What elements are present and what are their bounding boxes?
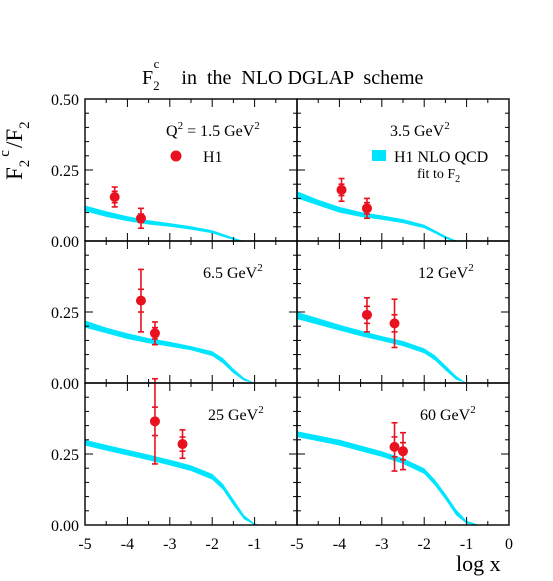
- panel-2: [296, 98, 510, 242]
- y-tick-label: 0.50: [51, 92, 79, 109]
- x-tick-label: -2: [206, 536, 219, 553]
- title-F: F: [142, 67, 153, 89]
- legend-band-label-line2: fit to F2: [417, 167, 460, 185]
- panel-4: [296, 240, 510, 384]
- panel-label-unit-sup: 2: [258, 404, 264, 416]
- data-point: [398, 446, 408, 457]
- panel-label: 60 GeV2: [420, 404, 476, 424]
- panel-label-unit-sup: 2: [468, 262, 474, 274]
- title-text: in the NLO DGLAP scheme: [181, 67, 423, 89]
- data-point: [109, 191, 120, 202]
- data-point: [149, 328, 160, 339]
- ylabel-sup: c: [0, 150, 13, 157]
- panel-frame: [296, 240, 510, 384]
- panel-label-value: 3.5 GeV: [390, 123, 445, 140]
- figure-title: F2 c in the NLO DGLAP scheme: [142, 56, 424, 93]
- panel-label: 12 GeV2: [418, 262, 474, 282]
- qcd-band: [85, 320, 255, 383]
- data-point: [149, 416, 160, 427]
- legend-band-swatch: [372, 150, 386, 161]
- x-tick-label: -5: [78, 536, 91, 553]
- qcd-band: [85, 439, 261, 525]
- y-tick-label: 0.00: [51, 518, 79, 535]
- panel-label: Q2 = 1.5 GeV2: [166, 120, 260, 140]
- legend-band-line2-sub: 2: [455, 174, 460, 185]
- y-tick-label: 0.25: [51, 305, 79, 322]
- x-tick-label: -3: [375, 536, 388, 553]
- data-point: [135, 213, 146, 224]
- ylabel-rest: /F: [2, 129, 27, 148]
- data-point: [336, 184, 347, 195]
- data-point: [361, 203, 372, 214]
- panel-label-value: 12 GeV: [418, 265, 469, 282]
- panel-frame: [84, 98, 298, 242]
- y-tick-label: 0.00: [51, 376, 79, 393]
- x-tick-label: -4: [121, 536, 134, 553]
- panel-frame: [84, 382, 298, 526]
- qcd-band: [297, 431, 484, 525]
- y-axis-label: F2c/F2: [0, 121, 33, 180]
- panel-label-unit-sup: 2: [257, 262, 263, 274]
- qcd-band: [297, 191, 461, 241]
- y-tick-label: 0.25: [51, 447, 79, 464]
- y-tick-label: 0.25: [51, 163, 79, 180]
- x-tick-label: -2: [418, 536, 431, 553]
- data-point: [135, 295, 146, 306]
- x-tick-label: -3: [163, 536, 176, 553]
- panel-6: [296, 382, 510, 526]
- panel-3: [84, 240, 298, 384]
- y-tick-labels: 0.00 0.25 0.50 0.00 0.25 0.00 0.25: [51, 92, 79, 535]
- ylabel-F: F: [2, 167, 27, 180]
- legend-band-line2-text: fit to F: [417, 167, 455, 182]
- panel-5: [84, 377, 298, 526]
- x-tick-label: -4: [333, 536, 346, 553]
- panel-label: 25 GeV2: [208, 404, 264, 424]
- panel-label: 3.5 GeV2: [390, 120, 450, 140]
- ylabel-sub2: 2: [17, 121, 33, 129]
- panel-frame: [84, 240, 298, 384]
- x-tick-label: -5: [290, 536, 303, 553]
- panel-label-value: 6.5 GeV: [203, 265, 258, 282]
- data-point: [389, 318, 400, 329]
- x-tick-labels: -5 -4 -3 -2 -1 -5 -4 -3 -2 -1 0: [78, 536, 513, 553]
- title-sup: c: [154, 56, 160, 71]
- panel-label-value: 60 GeV: [420, 407, 471, 424]
- legend-band-label-line1: H1 NLO QCD: [394, 149, 488, 166]
- x-tick-label: 0: [505, 536, 513, 553]
- legend: H1 H1 NLO QCD fit to F2: [170, 149, 488, 185]
- data-point: [361, 309, 372, 320]
- panel-label-unit-sup: 2: [444, 120, 450, 132]
- qcd-band: [297, 312, 467, 383]
- x-tick-label: -1: [460, 536, 473, 553]
- legend-data-marker: [170, 150, 182, 162]
- panel-label-value: = 1.5 GeV: [183, 123, 255, 140]
- panel-label-unit-sup: 2: [470, 404, 476, 416]
- panel-label-unit-sup: 2: [254, 120, 260, 132]
- panel-label-prefix: Q: [166, 123, 178, 140]
- x-axis-label: log x: [456, 551, 501, 576]
- panel-label-sup: 2: [178, 120, 184, 132]
- data-point: [389, 441, 400, 452]
- ylabel-sub1: 2: [17, 160, 33, 168]
- x-tick-label: -1: [248, 536, 261, 553]
- data-point: [177, 439, 188, 450]
- panel-label-value: 25 GeV: [208, 407, 259, 424]
- legend-data-label: H1: [203, 149, 223, 166]
- title-sub: 2: [153, 78, 160, 93]
- qcd-band: [85, 205, 247, 241]
- panel-1: [84, 98, 298, 242]
- panel-label: 6.5 GeV2: [203, 262, 263, 282]
- y-tick-label: 0.00: [51, 234, 79, 251]
